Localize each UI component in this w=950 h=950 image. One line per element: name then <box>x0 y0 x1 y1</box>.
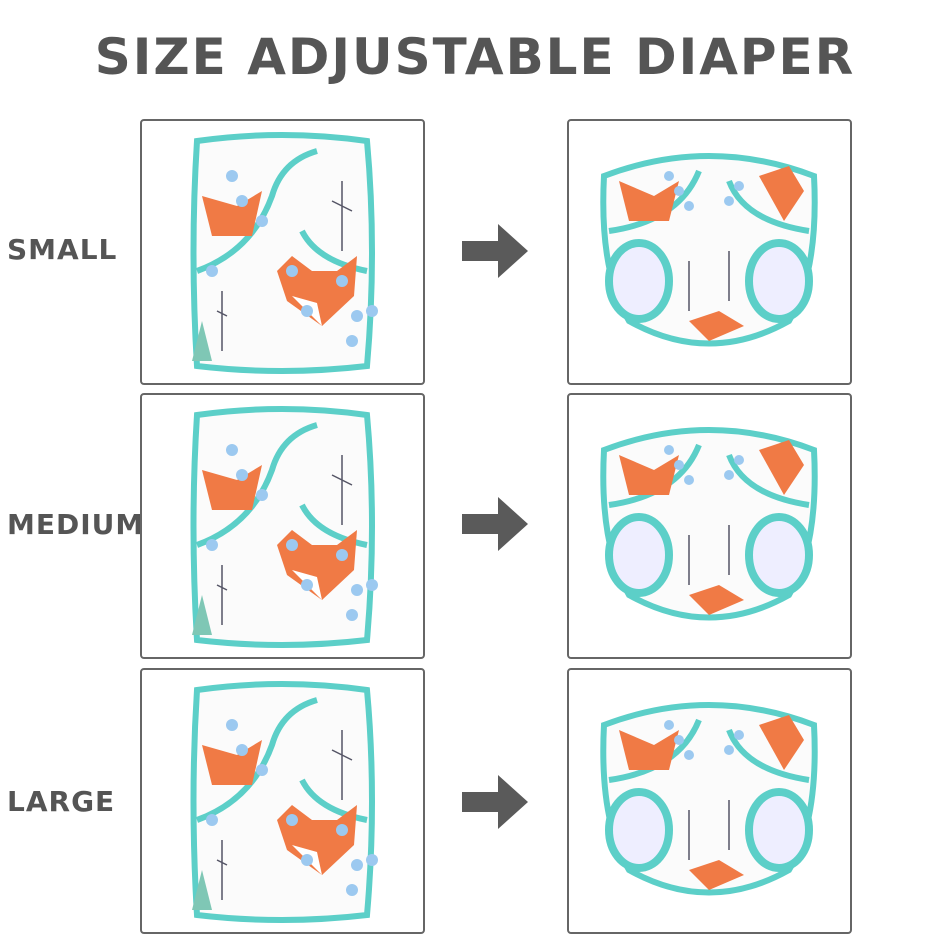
diaper-worn-large <box>567 668 852 934</box>
page-title: SIZE ADJUSTABLE DIAPER <box>94 28 856 86</box>
size-label-medium: MEDIUM <box>7 508 145 541</box>
arrow-right-icon <box>462 224 528 278</box>
arrow-right-icon <box>462 775 528 829</box>
diaper-front-large <box>140 668 425 934</box>
diaper-front-medium <box>140 393 425 659</box>
arrow-right-icon <box>462 497 528 551</box>
diaper-worn-small <box>567 119 852 385</box>
diaper-front-small <box>140 119 425 385</box>
size-label-small: SMALL <box>7 233 118 266</box>
diaper-worn-medium <box>567 393 852 659</box>
size-label-large: LARGE <box>7 785 116 818</box>
